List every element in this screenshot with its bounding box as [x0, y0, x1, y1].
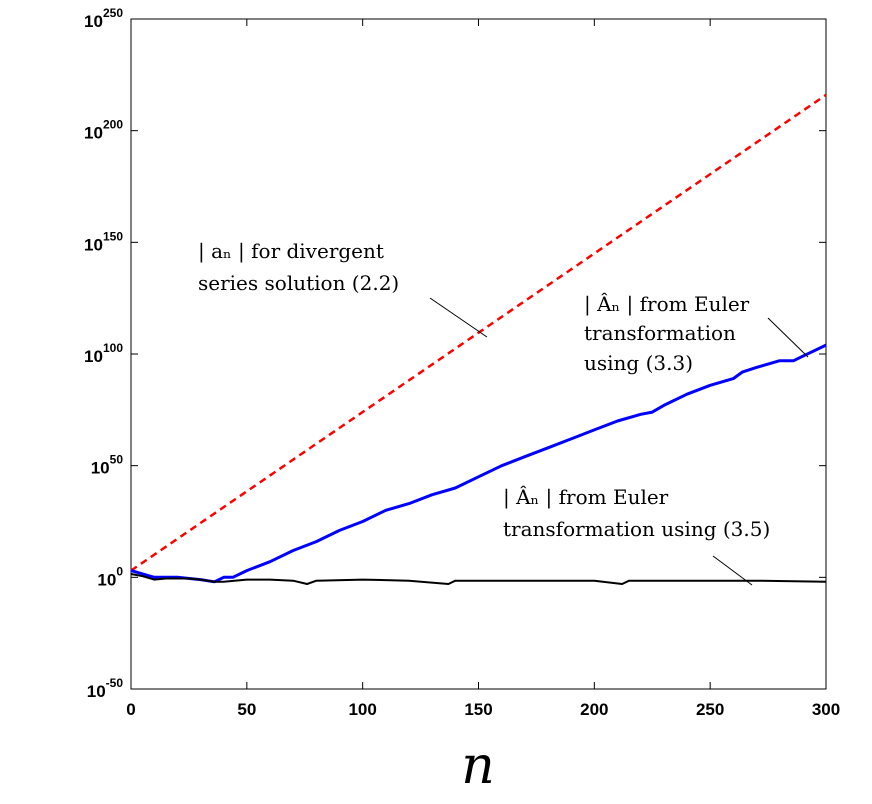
annotation-euler-3-3-line-3: using (3.3): [584, 351, 693, 375]
y-tick-base: 10: [84, 12, 103, 31]
x-tick-label: 300: [812, 700, 840, 719]
annotation-euler-3-3-pointer: [767, 317, 809, 358]
y-tick-base: 10: [84, 347, 103, 366]
annotation-euler-3-3-line-1: | Âₙ | from Euler: [584, 292, 750, 317]
annotation-euler-3-5-pointer: [712, 555, 753, 586]
series-layer: [130, 93, 827, 585]
annotation-euler-3-5-line-2: transformation using (3.5): [503, 517, 770, 541]
x-tick-label: 0: [126, 700, 135, 719]
y-tick-exponent: 200: [103, 118, 123, 132]
y-tick-exponent: 150: [103, 229, 123, 243]
x-tick-label: 100: [348, 700, 376, 719]
series-line-divergent: [130, 93, 827, 572]
y-tick-base: 10: [97, 570, 116, 589]
x-tick-label: 150: [464, 700, 492, 719]
y-tick-base: 10: [91, 459, 110, 478]
y-tick-base: 10: [84, 124, 103, 143]
annotation-euler-3-5-line-1: | Âₙ | from Euler: [503, 485, 669, 510]
y-tick-exponent: 100: [103, 341, 123, 355]
y-tick-exponent: 0: [116, 564, 123, 578]
series-line-euler-3-5: [130, 573, 827, 585]
annotation-divergent: | aₙ | for divergent series solution (2.…: [198, 239, 488, 338]
y-tick-label: 10200: [84, 118, 123, 143]
y-tick-base: 10: [84, 235, 103, 254]
annotation-divergent-pointer: [429, 297, 488, 338]
y-tick-label: 100: [97, 564, 123, 589]
y-tick-base: 10: [87, 682, 106, 701]
annotation-euler-3-3-line-2: transformation: [584, 321, 736, 345]
x-axis-label: n: [461, 736, 495, 796]
y-tick-label: 10100: [84, 341, 123, 366]
plot-frame: [130, 18, 827, 690]
x-axis: 0 50 100 150 200 250 300: [126, 19, 840, 719]
y-tick-label: 10150: [84, 229, 123, 254]
x-tick-label: 50: [237, 700, 256, 719]
series-line-euler-3-3: [130, 343, 827, 584]
y-tick-exponent: 50: [110, 453, 124, 467]
annotation-euler-3-5: | Âₙ | from Euler transformation using (…: [503, 485, 770, 586]
y-tick-label: 10-50: [87, 676, 124, 701]
y-tick-exponent: -50: [106, 676, 124, 690]
annotation-divergent-line-2: series solution (2.2): [198, 271, 399, 295]
x-tick-label: 200: [580, 700, 608, 719]
y-tick-label: 1050: [91, 453, 124, 478]
x-tick-label: 250: [696, 700, 724, 719]
y-tick-label: 10250: [84, 6, 123, 31]
annotation-euler-3-3: | Âₙ | from Euler transformation using (…: [584, 292, 809, 375]
y-tick-exponent: 250: [103, 6, 123, 20]
annotation-divergent-line-1: | aₙ | for divergent: [198, 239, 384, 264]
